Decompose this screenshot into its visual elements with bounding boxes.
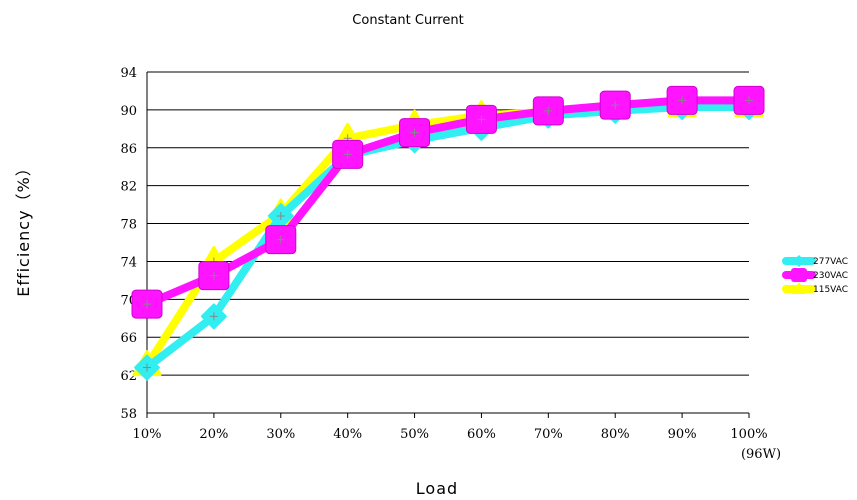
- x-tick-label: 70%: [534, 427, 563, 442]
- marker-cross: [276, 235, 285, 244]
- legend: 277VAC 230VAC 115VAC: [782, 255, 848, 295]
- series-line: [143, 103, 753, 370]
- legend-label: 277VAC: [813, 257, 848, 267]
- marker-cross: [611, 101, 620, 110]
- x-tick-label: 60%: [467, 427, 496, 442]
- x-tick-label: 50%: [400, 427, 429, 442]
- marker-cross: [143, 363, 151, 372]
- legend-item: 277VAC: [782, 255, 848, 267]
- marker-cross: [276, 211, 285, 220]
- marker-cross: [143, 300, 151, 309]
- y-tick-label: 58: [120, 407, 137, 422]
- x-tick-label: 100%: [730, 427, 767, 442]
- y-axis-label: Efficiency（%）: [14, 159, 33, 297]
- legend-label: 115VAC: [813, 285, 848, 295]
- x-tick-label: 20%: [199, 427, 228, 442]
- series-230VAC: [131, 85, 765, 319]
- y-tick-label: 82: [120, 180, 137, 195]
- legend-diamond-marker: [793, 255, 805, 267]
- legend-triangle-marker: [792, 282, 806, 294]
- y-tick-label: 78: [120, 218, 137, 233]
- chart-title: Constant Current: [352, 13, 463, 28]
- legend-item: 115VAC: [782, 282, 848, 295]
- legend-item: 230VAC: [782, 268, 848, 282]
- x-tick-label: 40%: [333, 427, 362, 442]
- y-tick-label: 94: [120, 66, 137, 81]
- marker-cross: [544, 106, 553, 115]
- legend-label: 230VAC: [813, 271, 848, 281]
- marker-cross: [410, 128, 419, 137]
- x-axis-label: Load: [416, 479, 458, 498]
- x-tick-label: 80%: [601, 427, 630, 442]
- y-tick-label: 90: [120, 104, 137, 119]
- marker-cross: [745, 96, 753, 105]
- x-tick-label: 90%: [668, 427, 697, 442]
- marker-cross: [477, 115, 486, 124]
- y-tick-label: 86: [120, 142, 137, 157]
- marker-cross: [209, 271, 218, 280]
- y-tick-label: 66: [120, 331, 137, 346]
- grid-lines: [146, 71, 750, 418]
- x-tick-label: 10%: [133, 427, 162, 442]
- x-tick-labels: 10% 20% 30% 40% 50% 60% 70% 80% 90% 100% (96W): [133, 427, 781, 462]
- marker-cross: [678, 96, 687, 105]
- marker-cross: [209, 312, 218, 321]
- series-line: [143, 103, 753, 372]
- y-tick-label: 74: [120, 255, 137, 270]
- marker-cross: [343, 150, 352, 159]
- legend-square-marker: [791, 268, 807, 282]
- series-line: [143, 96, 753, 309]
- y-tick-label: 62: [120, 369, 137, 384]
- series-lines: [131, 85, 765, 381]
- x-tick-label: 30%: [266, 427, 295, 442]
- x-tick-sublabel: (96W): [741, 447, 781, 462]
